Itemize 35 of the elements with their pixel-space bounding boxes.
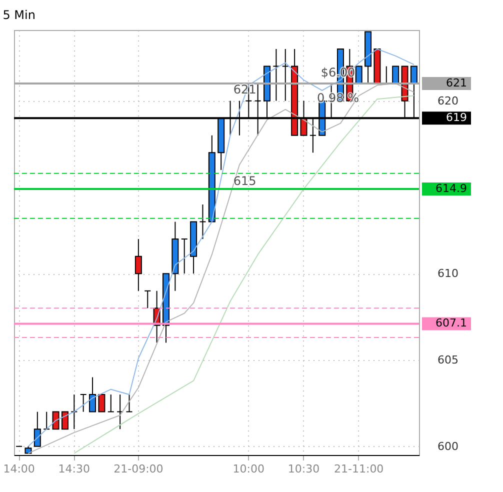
ref-line-label: 607.1 [436,316,467,330]
chart-title: 5 Min [2,8,36,22]
candlestick [107,394,114,412]
candlestick [70,394,78,430]
candlestick [52,411,60,430]
ref-line-label: 614.9 [436,182,467,195]
x-tick-label: 10:00 [232,462,264,476]
candlestick [355,66,362,84]
y-tick-label: 600 [438,440,458,453]
candlestick [144,290,152,309]
x-tick-label: 14:00 [3,462,35,476]
candlestick [116,394,124,430]
x-tick-label: 10:30 [288,462,320,476]
annotation: 615 [233,174,256,188]
candlestick [61,411,68,430]
y-tick-label: 605 [438,353,458,366]
y-tick-label: 620 [438,94,458,108]
candlestick [43,411,50,430]
ref-line-label: 619 [446,111,467,124]
candlestick [199,204,206,240]
ref-line-label: 621 [446,76,467,90]
candlestick [392,66,400,84]
candlestick [98,394,106,412]
candlestick [272,48,280,102]
candlestick [34,411,41,447]
candlestick [282,48,289,102]
x-tick-label: 21-11:00 [334,462,384,476]
candlestick [89,376,96,412]
candlestick [126,394,133,412]
candlestick [80,394,87,412]
candlestick [134,238,142,292]
y-tick-label: 610 [438,267,458,280]
x-tick-label: 14:30 [58,462,90,476]
x-tick-label: 21-09:00 [114,462,164,476]
candlestick [180,238,188,274]
